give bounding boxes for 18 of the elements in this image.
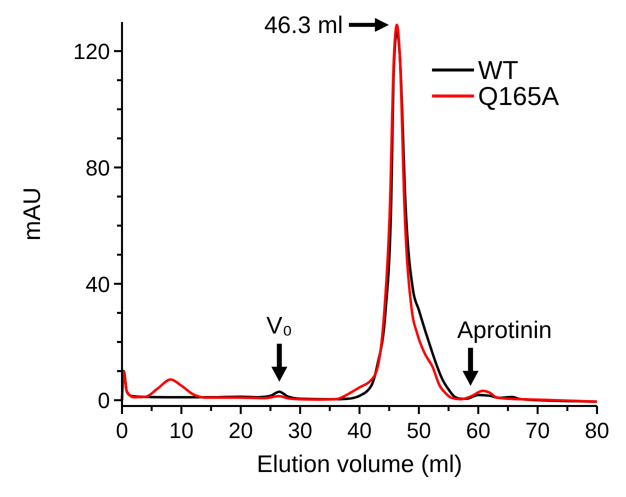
y-tick-label: 120 [73, 39, 110, 64]
x-tick-label: 40 [347, 418, 372, 443]
y-tick-label: 0 [98, 388, 110, 414]
y-axis-title: mAU [19, 187, 46, 241]
y-tick-label: 80 [86, 155, 110, 180]
x-axis-title: Elution volume (ml) [256, 451, 462, 478]
x-tick-label: 50 [406, 418, 432, 443]
x-tick-label: 20 [228, 418, 253, 443]
annotation: Aprotinin [457, 316, 552, 344]
x-tick-label: 60 [466, 418, 490, 443]
y-tick-label: 40 [86, 272, 110, 297]
x-tick-label: 30 [288, 418, 312, 443]
x-tick-label: 0 [116, 418, 128, 443]
x-tick-label: 10 [169, 418, 194, 443]
annotation: V₀ [266, 312, 292, 340]
x-tick-label: 70 [525, 418, 550, 443]
annotation: 46.3 ml [264, 12, 343, 39]
x-tick-label: 80 [584, 418, 610, 443]
